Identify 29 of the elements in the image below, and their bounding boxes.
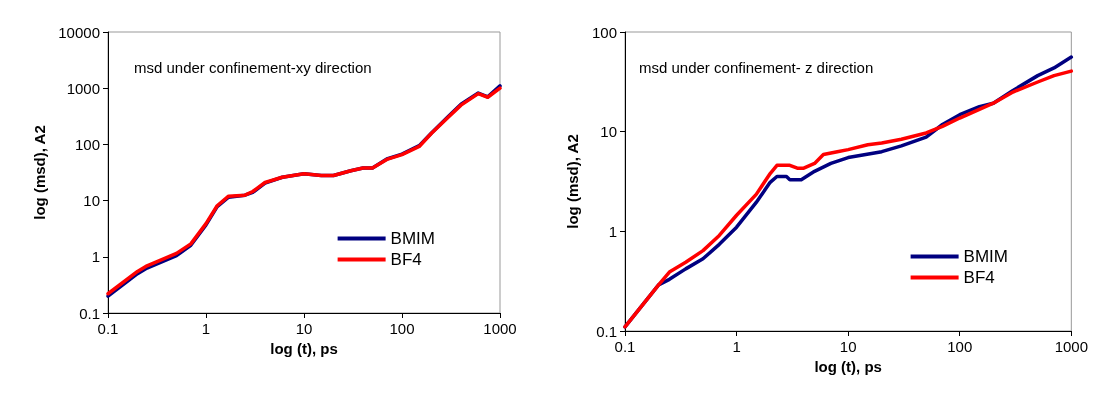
y-tick-label: 100 bbox=[591, 23, 617, 41]
legend-label: BF4 bbox=[390, 250, 422, 269]
y-tick-label: 10 bbox=[83, 192, 100, 210]
x-tick-label: 1000 bbox=[1054, 338, 1088, 355]
annotation: msd under confinement- z direction bbox=[639, 59, 874, 76]
x-tick-label: 10 bbox=[295, 320, 313, 337]
y-tick-label: 1000 bbox=[66, 79, 100, 97]
legend-label: BF4 bbox=[963, 268, 995, 287]
x-tick-label: 0.1 bbox=[614, 338, 636, 355]
y-axis-title: log (msd), A2 bbox=[31, 125, 49, 220]
x-axis-title: log (t), ps bbox=[814, 358, 882, 375]
legend-label: BMIM bbox=[390, 229, 436, 248]
y-tick-label: 10 bbox=[600, 123, 617, 141]
y-tick-label: 0.1 bbox=[79, 304, 100, 322]
y-tick-label: 1 bbox=[91, 248, 100, 266]
x-tick-label: 1 bbox=[201, 320, 211, 337]
x-axis-title: log (t), ps bbox=[270, 340, 338, 357]
y-tick-label: 10000 bbox=[58, 23, 100, 41]
x-tick-label: 1 bbox=[732, 338, 741, 355]
legend-label: BMIM bbox=[963, 247, 1009, 266]
x-tick-label: 0.1 bbox=[97, 320, 119, 337]
x-tick-label: 10 bbox=[839, 338, 857, 355]
x-tick-label: 100 bbox=[947, 338, 973, 355]
annotation: msd under confinement-xy direction bbox=[134, 59, 372, 76]
x-tick-label: 100 bbox=[389, 320, 415, 337]
y-tick-label: 100 bbox=[74, 135, 100, 153]
y-axis-title: log (msd), A2 bbox=[564, 134, 581, 229]
x-tick-label: 1000 bbox=[483, 320, 517, 337]
y-tick-label: 1 bbox=[608, 222, 617, 240]
